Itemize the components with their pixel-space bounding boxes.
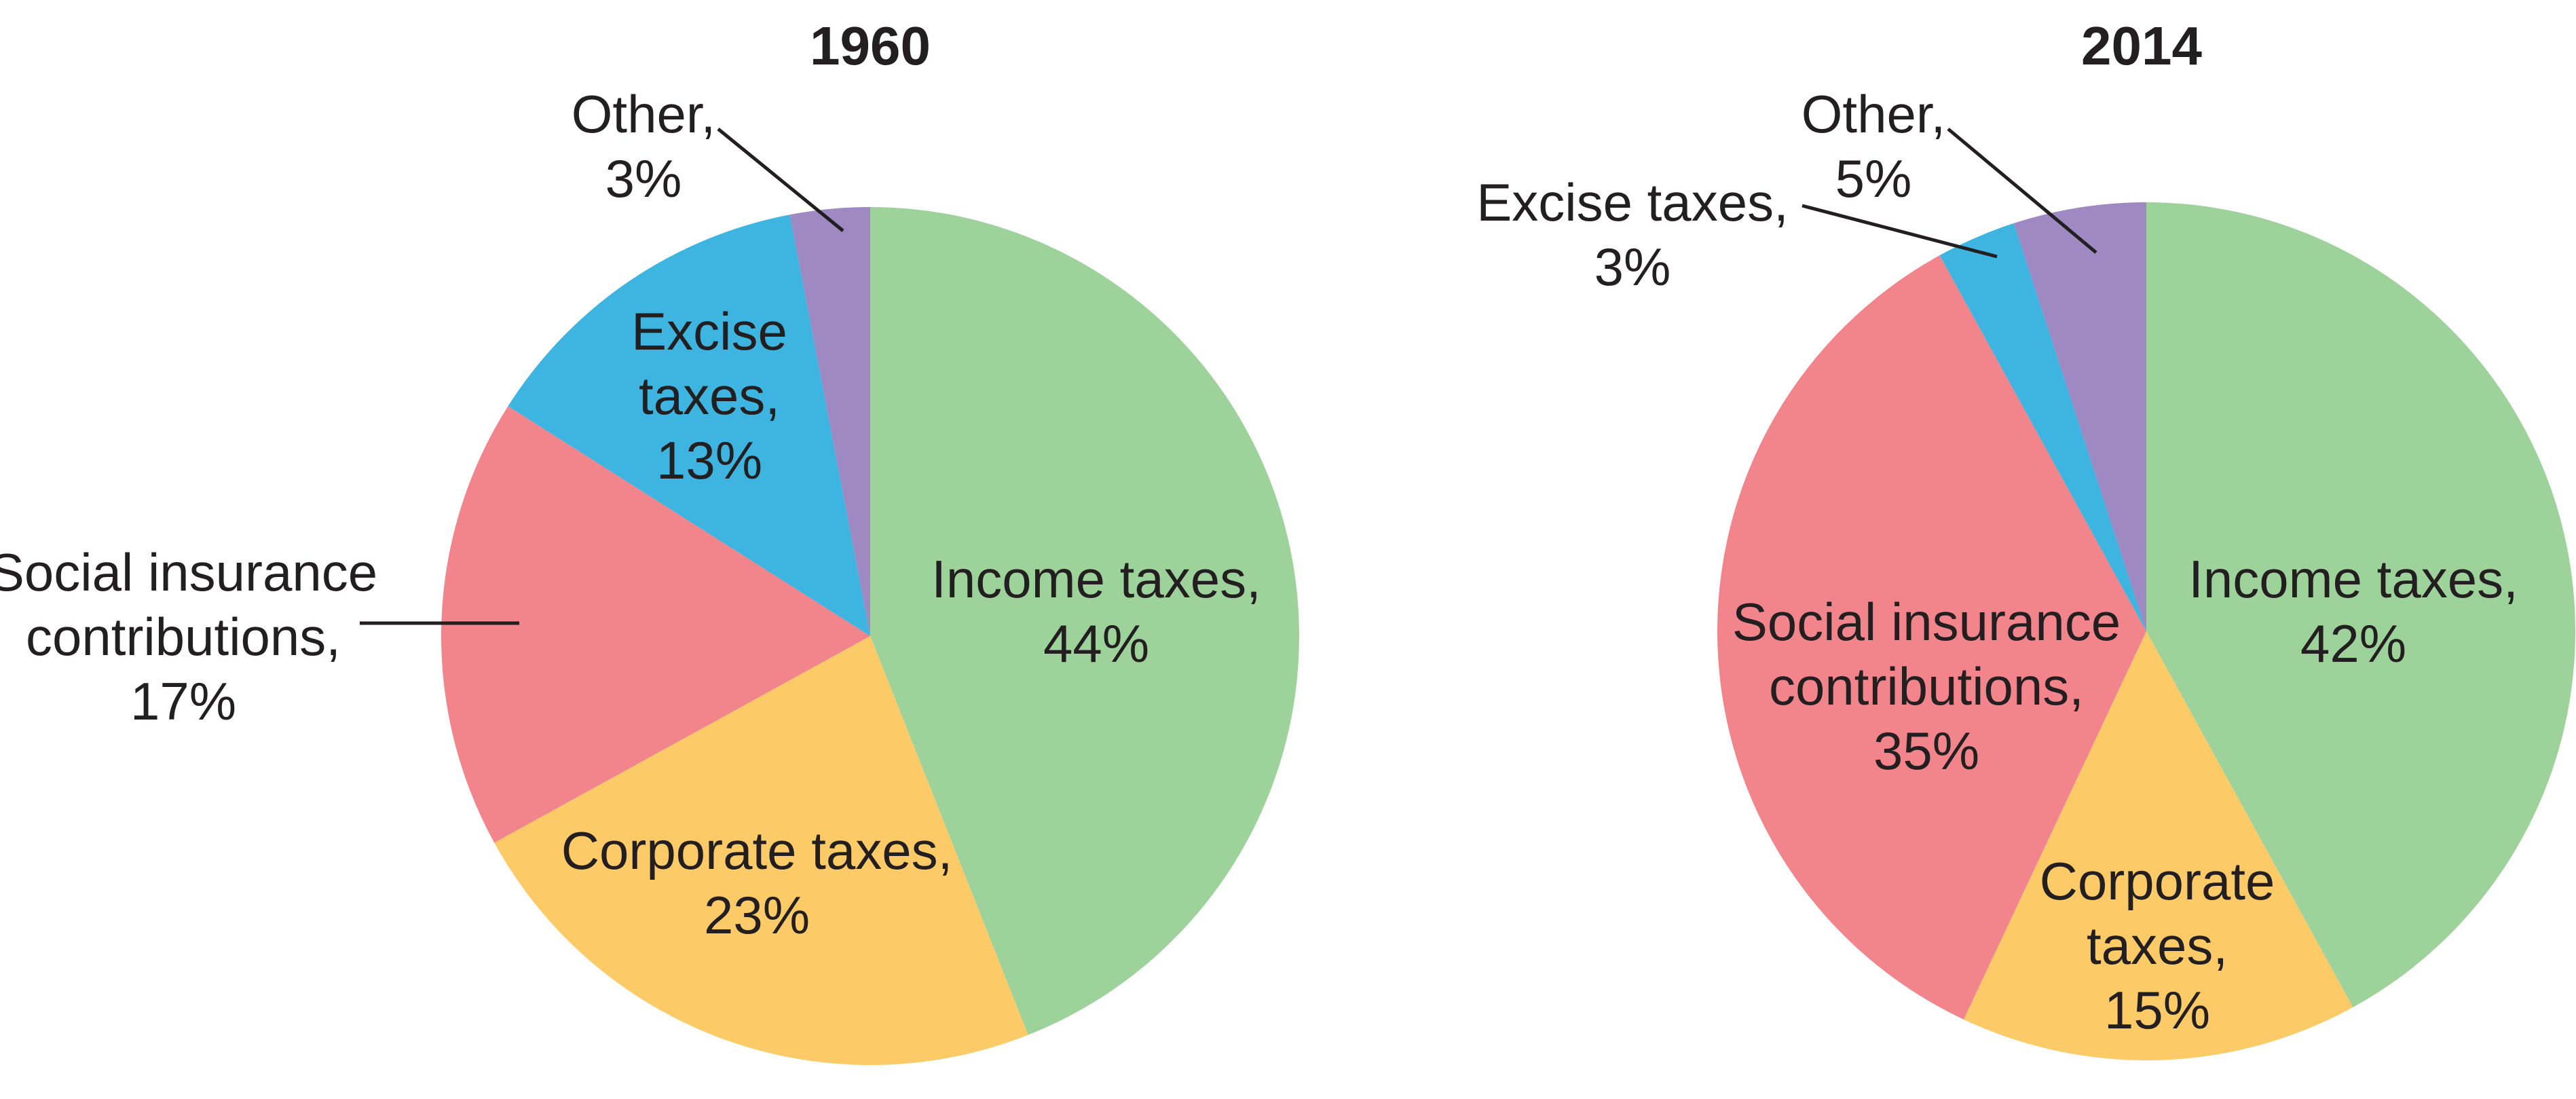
slice-label-income-taxes: Income taxes, 42% [2188, 549, 2518, 673]
pie-slice-income-taxes [870, 207, 1299, 1035]
pie-slice-other [789, 207, 870, 636]
pie-title: 2014 [2081, 16, 2202, 76]
pie-slice-corporate-taxes [494, 636, 1028, 1066]
pie-slice-excise-taxes [508, 215, 870, 636]
slice-label-corporate-taxes: Corporate taxes, 15% [2040, 851, 2275, 1040]
pie-slice-social-insurance-contributions [1717, 255, 2146, 1020]
slice-label-other: Other, 3% [572, 84, 715, 208]
slice-label-corporate-taxes: Corporate taxes, 23% [561, 821, 953, 945]
pie-chart-2014: 2014 Income taxes, 42% Corporate taxes, 15% So… [1476, 16, 2576, 1061]
leader-line-other [717, 128, 844, 232]
pie-slice-social-insurance-contributions [441, 406, 870, 843]
leader-line-other [1947, 128, 2097, 254]
pie-slice-income-taxes [2146, 202, 2576, 1007]
pie-slice-excise-taxes [1939, 223, 2146, 631]
slice-label-excise-taxes: Excise taxes, 3% [1476, 172, 1789, 297]
slice-label-excise-taxes: Excise taxes, 13% [631, 301, 787, 490]
slice-label-income-taxes: Income taxes, 44% [931, 549, 1261, 673]
slice-label-other: Other, 5% [1802, 84, 1945, 208]
pie-slice-other [2013, 202, 2146, 631]
slice-label-social-insurance-contributions: Social insurance contributions, 35% [1732, 592, 2121, 781]
slice-label-social-insurance-contributions: Social insurance contributions, 17% [0, 542, 377, 731]
leader-line-excise-taxes [1802, 204, 1998, 259]
pie-slice-corporate-taxes [1963, 631, 2353, 1061]
pie-chart-1960: 1960 Income taxes, 44% Corporate taxes, 23% S… [0, 16, 1299, 1066]
pie-title: 1960 [810, 16, 931, 76]
